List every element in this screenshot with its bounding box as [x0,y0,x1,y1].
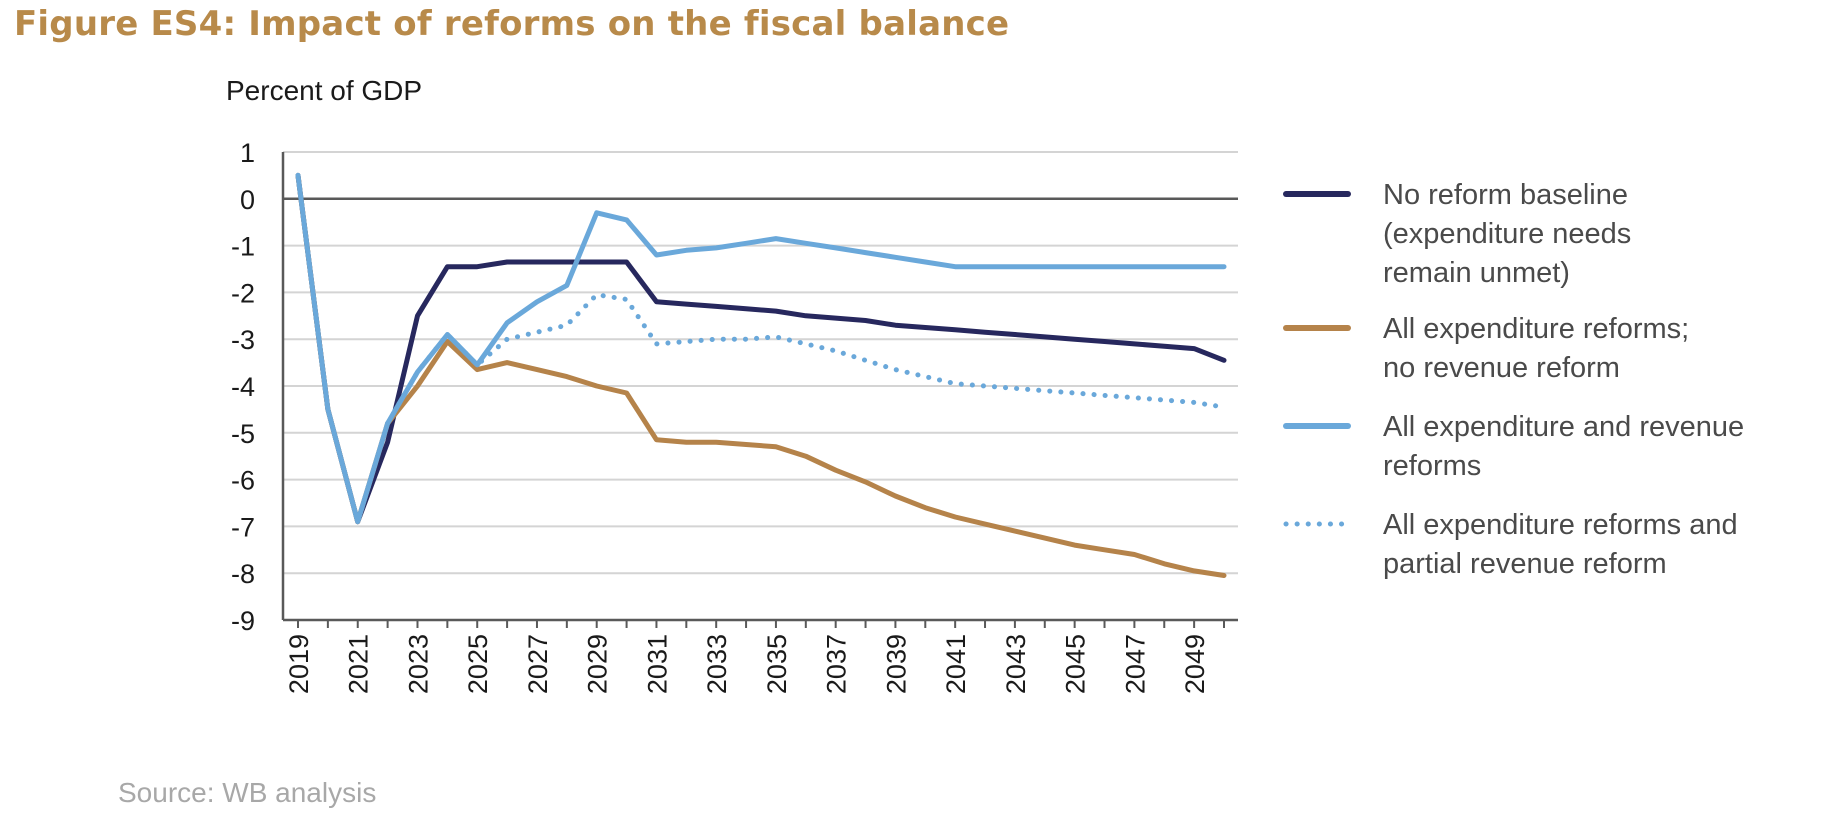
legend-label-1: (expenditure needs [1383,218,1631,250]
source-note: Source: WB analysis [118,777,377,808]
legend-label-2: All expenditure reforms; [1383,313,1689,345]
x-tick-label: 2019 [284,634,314,694]
y-tick-label: -1 [231,232,255,262]
y-tick-label: -9 [231,606,255,636]
y-tick-label: -6 [231,466,255,496]
series-line-1 [295,172,1227,525]
y-tick-labels: 1 0 -1 -2 -3 -4 -5 -6 -7 -8 -9 [231,138,255,636]
y-tick-label: -2 [231,278,255,308]
x-tick-label: 2045 [1061,634,1091,694]
x-tick-label: 2037 [822,634,852,694]
figure-title: Figure ES4: Impact of reforms on the fis… [14,4,1010,44]
series-lines [295,172,1227,578]
legend-label-3: reforms [1383,450,1481,482]
legend-label-1: remain unmet) [1383,257,1570,289]
x-tick-label: 2023 [403,634,433,694]
x-tick-label: 2035 [762,634,792,694]
x-tick-label: 2033 [702,634,732,694]
x-tick-label: 2047 [1120,634,1150,694]
legend: No reform baseline (expenditure needs rema… [1283,179,1744,580]
y-tick-label: -8 [231,559,255,589]
legend-label-4: All expenditure reforms and [1383,509,1738,541]
x-tick-label: 2039 [881,634,911,694]
y-tick-label: -4 [231,372,255,402]
x-tick-label: 2031 [642,634,672,694]
legend-label-4: partial revenue reform [1383,548,1667,580]
y-tick-label: -3 [231,325,255,355]
x-tick-label: 2049 [1180,634,1210,694]
x-tick-label: 2021 [344,634,374,694]
legend-label-3: All expenditure and revenue [1383,411,1744,443]
x-tick-label: 2041 [941,634,971,694]
y-tick-label: 0 [240,185,255,215]
legend-label-1: No reform baseline [1383,179,1628,211]
x-tick-label: 2027 [523,634,553,694]
series-line-4 [295,172,1227,525]
legend-label-2: no revenue reform [1383,352,1620,384]
x-tick-label: 2025 [463,634,493,694]
x-tick-label: 2029 [583,634,613,694]
y-tick-label: 1 [240,138,255,168]
series-line-3 [295,172,1227,525]
x-tick-label: 2043 [1001,634,1031,694]
series-line-2 [295,172,1227,578]
y-tick-label: -5 [231,419,255,449]
y-tick-label: -7 [231,512,255,542]
y-axis-label: Percent of GDP [226,75,423,106]
x-tick-labels: 2019 2021 2023 2025 2027 2029 2031 2033 2035 2037… [284,634,1210,694]
axes [281,152,1238,628]
